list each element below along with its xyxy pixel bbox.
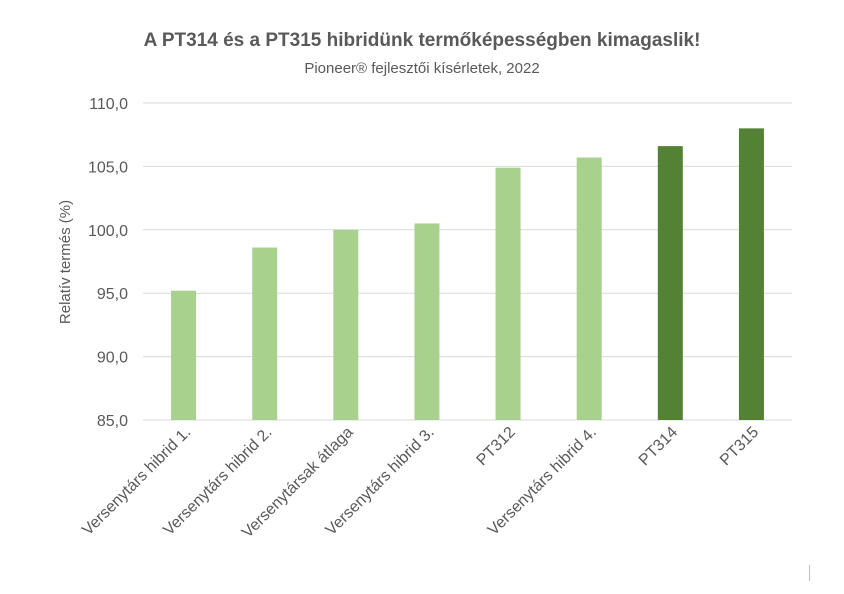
y-tick-label: 85,0 bbox=[97, 413, 128, 430]
y-axis-label: Relatív termés (%) bbox=[57, 200, 74, 324]
bar bbox=[576, 157, 602, 421]
bars bbox=[171, 128, 764, 421]
divider bbox=[809, 565, 810, 581]
bar bbox=[414, 223, 440, 420]
bar bbox=[495, 167, 521, 420]
y-tick-label: 95,0 bbox=[97, 286, 128, 303]
gridlines bbox=[143, 102, 792, 421]
chart-title: A PT314 és a PT315 hibridünk termőképess… bbox=[143, 30, 701, 51]
x-category-label: PT312 bbox=[474, 424, 519, 469]
x-axis-categories: Versenytárs hibrid 1.Versenytárs hibrid … bbox=[79, 424, 762, 542]
x-category-label: PT315 bbox=[717, 424, 762, 469]
x-category-label: PT314 bbox=[636, 424, 681, 469]
chart-subtitle: Pioneer® fejlesztői kísérletek, 2022 bbox=[304, 60, 540, 77]
y-tick-label: 90,0 bbox=[97, 350, 128, 367]
y-tick-label: 100,0 bbox=[88, 223, 128, 240]
bar bbox=[171, 290, 197, 420]
y-axis-ticks: 85,0 90,0 95,0 100,0 105,0 110,0 bbox=[88, 96, 128, 430]
bar bbox=[252, 247, 278, 420]
bar bbox=[738, 128, 764, 421]
y-tick-label: 105,0 bbox=[88, 159, 128, 176]
bar bbox=[333, 229, 359, 420]
bar bbox=[657, 146, 683, 420]
y-tick-label: 110,0 bbox=[89, 96, 128, 113]
